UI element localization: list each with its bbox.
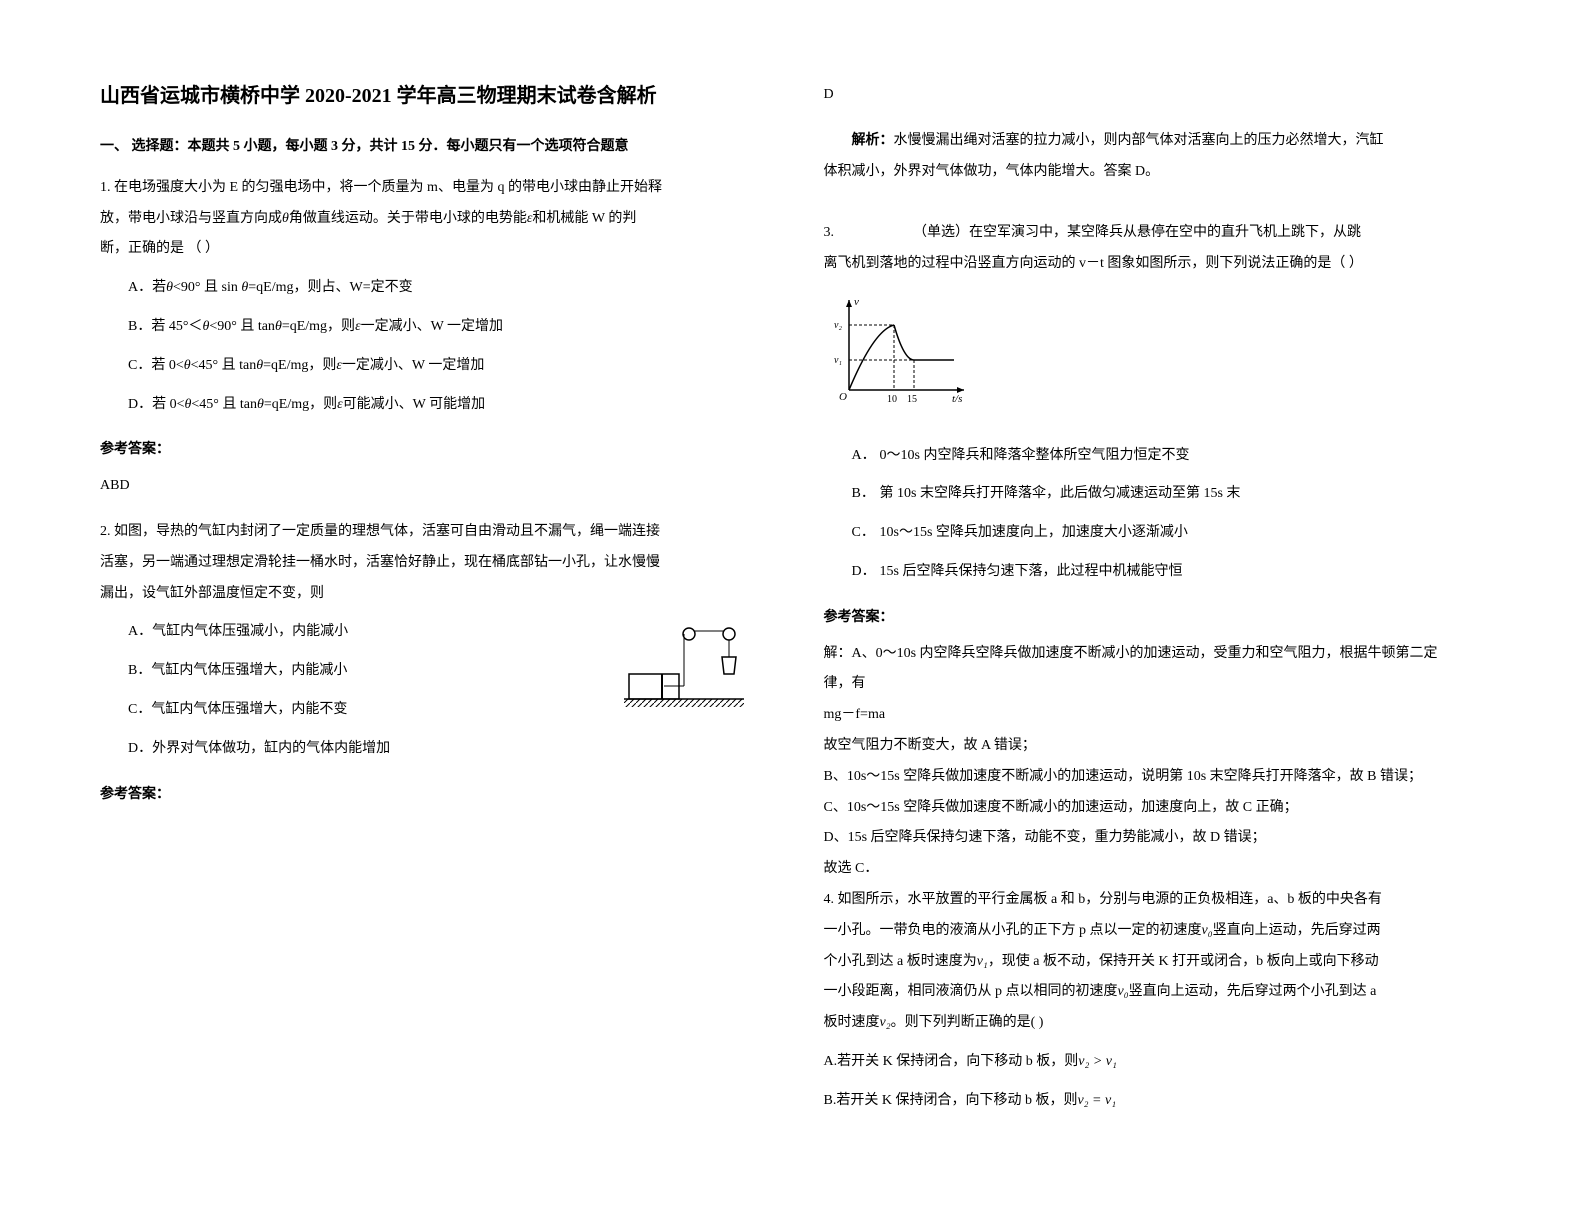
question-4: 4. 如图所示，水平放置的平行金属板 a 和 b，分别与电源的正负极相连，a、b… — [824, 885, 1488, 1117]
q1-refans: ABD — [100, 471, 764, 502]
q3-opt-a: A．0～10s 内空降兵和降落伞整体所空气阻力恒定不变 — [852, 441, 1488, 472]
q3-opt-b: B．第 10s 末空降兵打开降落伞，此后做匀减速运动至第 15s 末 — [852, 479, 1488, 510]
question-1: 1. 在电场强度大小为 E 的匀强电场中，将一个质量为 m、电量为 q 的带电小… — [100, 173, 764, 421]
tick-15: 15 — [907, 394, 917, 405]
vt-graph: v t/s O v₂ v₁ 10 15 — [824, 290, 974, 410]
v1-label: v₁ — [834, 355, 842, 366]
left-column: 山西省运城市横桥中学 2020-2021 学年高三物理期末试卷含解析 一、 选择… — [100, 80, 764, 1132]
q1-opt-b: B．若 45°＜θ<90° 且 tanθ=qE/mg，则ε一定减小、W 一定增加 — [128, 312, 764, 343]
title: 山西省运城市横桥中学 2020-2021 学年高三物理期末试卷含解析 — [100, 80, 764, 112]
q4-opt-b: B.若开关 K 保持闭合，向下移动 b 板，则v₂ = v₁ — [824, 1086, 1488, 1117]
origin-label: O — [839, 391, 847, 403]
q2-stem-l2: 活塞，另一端通过理想定滑轮挂一桶水时，活塞恰好静止，现在桶底部钻一小孔，让水慢慢 — [100, 548, 764, 579]
q3-options: A．0～10s 内空降兵和降落伞整体所空气阻力恒定不变 B．第 10s 末空降兵… — [852, 441, 1488, 588]
q1-opt-a: A．若θ<90° 且 sin θ=qE/mg，则占、W=定不变 — [128, 273, 764, 304]
q4-opt-a: A.若开关 K 保持闭合，向下移动 b 板，则v₂ > v₁ — [824, 1047, 1488, 1078]
watermark-text — [838, 225, 910, 239]
question-2: 2. 如图，导热的气缸内封闭了一定质量的理想气体，活塞可自由滑动且不漏气，绳一端… — [100, 517, 764, 765]
q3-opt-d: D．15s 后空降兵保持匀速下落，此过程中机械能守恒 — [852, 557, 1488, 588]
q4-stem-l2: 一小孔。一带负电的液滴从小孔的正下方 p 点以一定的初速度v₀竖直向上运动，先后… — [824, 916, 1488, 947]
q2-stem-l1: 2. 如图，导热的气缸内封闭了一定质量的理想气体，活塞可自由滑动且不漏气，绳一端… — [100, 517, 764, 548]
q2-opt-d: D．外界对气体做功，缸内的气体内能增加 — [128, 734, 764, 765]
question-3: 3. （单选）在空军演习中，某空降兵从悬停在空中的直升飞机上跳下，从跳 离飞机到… — [824, 218, 1488, 588]
q3-stem: 3. （单选）在空军演习中，某空降兵从悬停在空中的直升飞机上跳下，从跳 — [824, 218, 1488, 249]
v2-label: v₂ — [834, 320, 842, 331]
q3-exp-l6: C、10s～15s 空降兵做加速度不断减小的加速运动，加速度向上，故 C 正确； — [824, 793, 1488, 824]
q4-stem-l5: 板时速度v₂。则下列判断正确的是( ) — [824, 1008, 1488, 1039]
q2-refans-label: 参考答案： — [100, 780, 764, 811]
tick-10: 10 — [887, 394, 897, 405]
right-column: D 解析：水慢慢漏出绳对活塞的拉力减小，则内部气体对活塞向上的压力必然增大，汽缸… — [824, 80, 1488, 1132]
cylinder-diagram — [624, 619, 744, 709]
q4-stem-l3: 个小孔到达 a 板时速度为v₁，现使 a 板不动，保持开关 K 打开或闭合，b … — [824, 947, 1488, 978]
q3-exp-l4: 故空气阻力不断变大，故 A 错误； — [824, 731, 1488, 762]
q3-exp-l1: 解：A、0～10s 内空降兵空降兵做加速度不断减小的加速运动，受重力和空气阻力，… — [824, 639, 1488, 670]
q1-options: A．若θ<90° 且 sin θ=qE/mg，则占、W=定不变 B．若 45°＜… — [128, 273, 764, 420]
q4-stem-l1: 4. 如图所示，水平放置的平行金属板 a 和 b，分别与电源的正负极相连，a、b… — [824, 885, 1488, 916]
q1-stem-l3: 断，正确的是 （ ） — [100, 234, 764, 265]
q1-refans-label: 参考答案： — [100, 435, 764, 466]
q1-stem-l1: 1. 在电场强度大小为 E 的匀强电场中，将一个质量为 m、电量为 q 的带电小… — [100, 173, 764, 204]
q1-opt-c: C．若 0<θ<45° 且 tanθ=qE/mg，则ε一定减小、W 一定增加 — [128, 351, 764, 382]
section-title: 一、 选择题：本题共 5 小题，每小题 3 分，共计 15 分．每小题只有一个选… — [100, 132, 764, 163]
q2-analysis-l2: 体积减小，外界对气体做功，气体内能增大。答案 D。 — [824, 157, 1488, 188]
q3-stem-l2: 离飞机到落地的过程中沿竖直方向运动的 v－t 图象如图所示，则下列说法正确的是（… — [824, 249, 1488, 280]
q1-stem-l2: 放，带电小球沿与竖直方向成θ角做直线运动。关于带电小球的电势能ε和机械能 W 的… — [100, 204, 764, 235]
t-axis-label: t/s — [952, 393, 962, 405]
q3-exp-l3: mg－f=ma — [824, 700, 1488, 731]
v-axis-label: v — [854, 296, 859, 308]
q3-opt-c: C．10s～15s 空降兵加速度向上，加速度大小逐渐减小 — [852, 518, 1488, 549]
q3-exp-l2: 律，有 — [824, 669, 1488, 700]
q2-stem-l3: 漏出，设气缸外部温度恒定不变，则 — [100, 579, 764, 610]
q3-exp-l5: B、10s～15s 空降兵做加速度不断减小的加速运动，说明第 10s 末空降兵打… — [824, 762, 1488, 793]
q1-opt-d: D．若 0<θ<45° 且 tanθ=qE/mg，则ε可能减小、W 可能增加 — [128, 390, 764, 421]
q3-refans-label: 参考答案： — [824, 603, 1488, 634]
q4-stem-l4: 一小段距离，相同液滴仍从 p 点以相同的初速度v₀竖直向上运动，先后穿过两个小孔… — [824, 977, 1488, 1008]
q2-analysis: 解析：水慢慢漏出绳对活塞的拉力减小，则内部气体对活塞向上的压力必然增大，汽缸 — [824, 126, 1488, 157]
q2-refans: D — [824, 80, 1488, 111]
q3-exp-l7: D、15s 后空降兵保持匀速下落，动能不变，重力势能减小，故 D 错误； — [824, 823, 1488, 854]
q3-exp-l8: 故选 C． — [824, 854, 1488, 885]
